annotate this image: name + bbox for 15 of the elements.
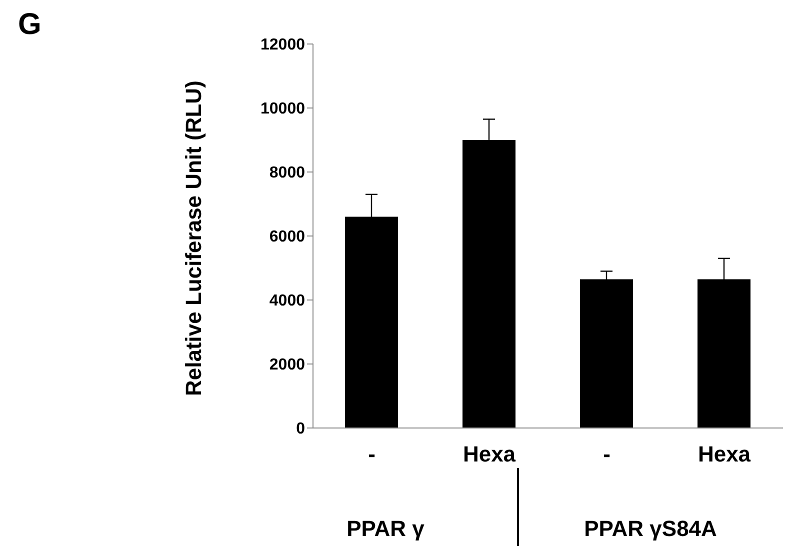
- x-tick-label: -: [603, 442, 610, 467]
- text: PPAR γS84A: [583, 516, 718, 542]
- text: PPAR γ: [346, 516, 426, 542]
- y-tick-label: 4000: [269, 292, 306, 310]
- y-tick-label: 6000: [269, 228, 306, 246]
- y-tick-label: 12000: [260, 36, 306, 54]
- y-tick-label: 2000: [269, 356, 306, 374]
- y-tick-label: 8000: [269, 164, 306, 182]
- x-tick-label: Hexa: [698, 442, 752, 467]
- y-axis-title: Relative Luciferase Unit (RLU): [180, 80, 206, 396]
- x-tick-label: -: [368, 442, 376, 467]
- y-tick-label: 10000: [260, 100, 306, 118]
- y-tick-label: 0: [296, 420, 306, 438]
- text: G: [18, 8, 42, 42]
- x-tick-label: Hexa: [462, 442, 516, 467]
